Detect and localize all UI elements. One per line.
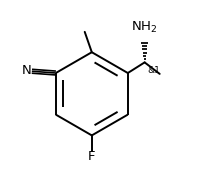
Text: NH$_2$: NH$_2$ xyxy=(131,20,158,35)
Text: N: N xyxy=(22,64,32,77)
Text: F: F xyxy=(88,150,95,163)
Text: &1: &1 xyxy=(147,66,160,75)
